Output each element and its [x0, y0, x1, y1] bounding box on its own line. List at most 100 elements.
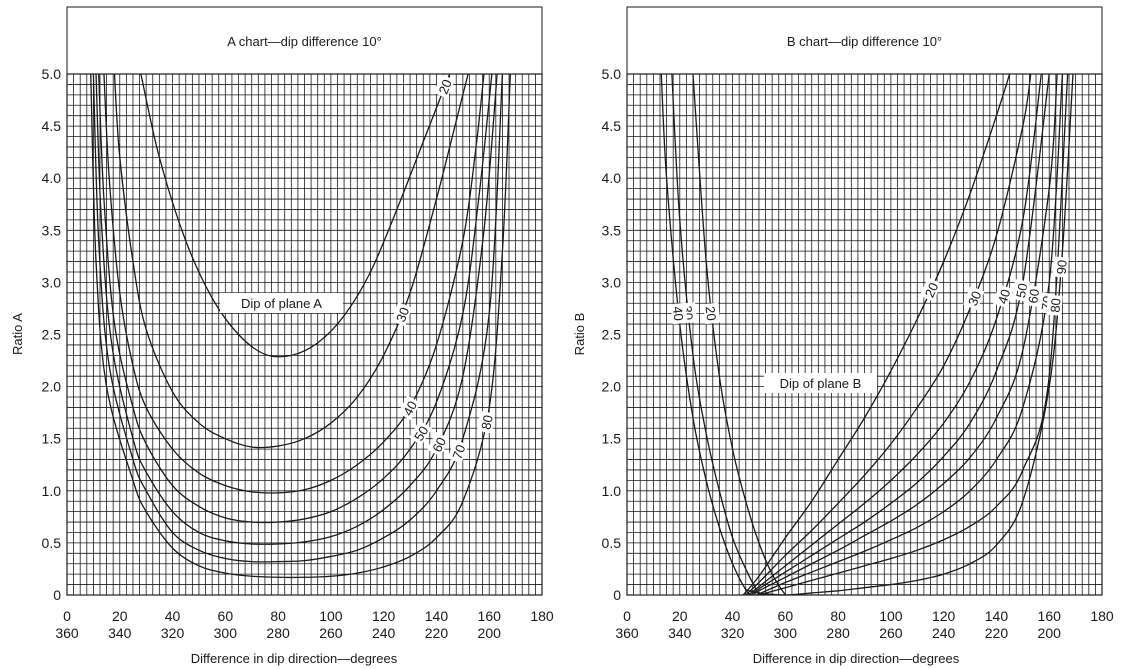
- chart-b-curve-label-30: 30: [963, 285, 985, 311]
- chart-a-annotation-box: [220, 293, 343, 313]
- chart-b-curve-dip-90: [745, 73, 1074, 596]
- chart-b-x-tick-label: 60: [778, 608, 794, 624]
- chart-b-curve-label-bg: [963, 285, 985, 311]
- chart-b-x-tick-label-secondary: 320: [721, 625, 745, 641]
- chart-b-curve-dip-50: [750, 73, 1050, 596]
- chart-a-y-tick-label: 3.0: [42, 274, 62, 290]
- chart-b-x-tick-label-secondary: 240: [932, 625, 956, 641]
- chart-b-x-tick-label-secondary: 220: [985, 625, 1009, 641]
- chart-b-curve-label-bg: [1046, 294, 1063, 316]
- chart-a-x-tick-label: 140: [425, 608, 449, 624]
- chart-a-x-axis-label: Difference in dip direction—degrees: [191, 651, 398, 666]
- chart-b-title: B chart—dip difference 10°: [787, 34, 942, 49]
- chart-a-x-tick-label: 40: [165, 608, 181, 624]
- chart-b-annotation-text: Dip of plane B: [780, 376, 862, 391]
- chart-a-curve-dip-80: [90, 73, 511, 579]
- chart-b-curve-label-80: 80: [1046, 294, 1064, 316]
- chart-a-x-tick-label-secondary: 320: [161, 625, 185, 641]
- chart-a-x-tick-label: 180: [530, 608, 554, 624]
- chart-a-curve-label-70: 70: [447, 439, 469, 464]
- chart-b-y-tick-label: 0: [613, 587, 621, 603]
- chart-b-curve-dip-40: [660, 73, 752, 596]
- chart-b-curve-label-40: 40: [670, 302, 688, 325]
- chart-a-y-tick-label: 4.0: [42, 170, 62, 186]
- chart-a-y-tick-label: 0.5: [42, 535, 62, 551]
- chart-a-annotation: Dip of plane A: [220, 293, 343, 313]
- chart-b-x-tick-label-secondary: 300: [774, 625, 798, 641]
- chart-a-x-tick-label: 80: [270, 608, 286, 624]
- chart-b-curve-dip-20: [742, 73, 1011, 596]
- chart-b-curve-label-bg: [703, 302, 721, 325]
- chart-a-x-tick-label-secondary: 220: [425, 625, 449, 641]
- chart-b-y-axis-label: Ratio B: [572, 313, 587, 356]
- chart-a-curve-dip-30: [113, 73, 469, 449]
- chart-b-y-tick-label: 3.5: [602, 222, 622, 238]
- chart-a-y-tick-label: 4.5: [42, 118, 62, 134]
- chart-a-curve-label-40: 40: [397, 395, 421, 421]
- chart-a-ticks: 00.51.01.52.02.53.03.54.04.55.0036020340…: [42, 66, 554, 641]
- chart-a-x-tick-label: 60: [218, 608, 234, 624]
- chart-b-curve-dip-80: [758, 73, 1069, 596]
- chart-a-x-tick-label: 100: [319, 608, 343, 624]
- chart-b-x-tick-label-secondary: 200: [1038, 625, 1062, 641]
- chart-a-x-tick-label-secondary: 200: [478, 625, 502, 641]
- chart-b-curve-label-text: 30: [965, 289, 984, 308]
- chart-a-y-tick-label: 3.5: [42, 222, 62, 238]
- chart-b-x-tick-label: 0: [623, 608, 631, 624]
- chart-b-y-tick-label: 0.5: [602, 535, 622, 551]
- chart-a-x-tick-label: 120: [372, 608, 396, 624]
- chart-a-x-tick-label-secondary: 240: [372, 625, 396, 641]
- chart-b-y-tick-label: 4.5: [602, 118, 622, 134]
- chart-a-y-tick-label: 1.5: [42, 431, 62, 447]
- chart-a-x-tick-label: 0: [63, 608, 71, 624]
- chart-a-x-tick-label: 20: [112, 608, 128, 624]
- chart-b-x-tick-label-secondary: 280: [826, 625, 850, 641]
- chart-a-curve-label-bg: [397, 395, 421, 421]
- chart-b-x-tick-label: 40: [725, 608, 741, 624]
- chart-b-curve-label-20: 20: [703, 302, 721, 325]
- chart-b-x-tick-label-secondary: 340: [668, 625, 692, 641]
- chart-b-x-tick-label: 180: [1090, 608, 1114, 624]
- chart-b-curve-dip-60: [753, 73, 1058, 596]
- chart-a-curve-dip-60: [95, 73, 498, 545]
- chart-b-curve-label-text: 80: [1048, 298, 1064, 313]
- chart-b-x-tick-label: 80: [830, 608, 846, 624]
- chart-b-curve-dip-40: [747, 73, 1042, 596]
- chart-a-x-tick-label-secondary: 260: [319, 625, 343, 641]
- chart-a-curve-dip-50: [98, 73, 493, 524]
- chart-a-curve-label-bg: [427, 431, 450, 457]
- chart-b-x-tick-label-secondary: 360: [615, 625, 639, 641]
- chart-b-curve-label-text: 40: [670, 306, 686, 322]
- chart-b-x-tick-label: 120: [932, 608, 956, 624]
- chart-b-curve-label-40: 40: [993, 284, 1013, 309]
- chart-a-annotation-text: Dip of plane A: [241, 296, 322, 311]
- chart-a-curve-label-text: 30: [393, 305, 412, 324]
- chart-b-x-tick-label: 160: [1038, 608, 1062, 624]
- chart-a-x-tick-label-secondary: 280: [266, 625, 290, 641]
- chart-a-x-tick-label-secondary: 300: [214, 625, 238, 641]
- chart-b-curve-label-text: 20: [922, 280, 942, 299]
- chart-b-curve-label-90: 90: [1052, 256, 1070, 278]
- chart-a-curve-label-80: 80: [476, 410, 496, 434]
- chart-a-curve-label-bg: [433, 74, 455, 99]
- chart-b-curve-label-60: 60: [1023, 284, 1042, 308]
- chart-a-curve-label-bg: [408, 420, 433, 446]
- chart-b-ticks: 00.51.01.52.02.53.03.54.04.55.0036020340…: [602, 66, 1114, 641]
- chart-a-y-tick-label: 5.0: [42, 66, 62, 82]
- chart-a-curve-label-bg: [476, 410, 496, 434]
- chart-b-x-tick-label-secondary: 260: [879, 625, 903, 641]
- chart-a-curves: [90, 73, 511, 579]
- chart-a-title: A chart—dip difference 10°: [227, 34, 382, 49]
- chart-b-x-tick-label: 100: [879, 608, 903, 624]
- chart-b-curve-label-bg: [1023, 284, 1042, 308]
- chart-b-y-tick-label: 1.0: [602, 483, 622, 499]
- chart-a-x-tick-label-secondary: 360: [55, 625, 79, 641]
- chart-b-curve-dip-70: [756, 73, 1064, 596]
- chart-b-curve-label-bg: [1052, 256, 1069, 278]
- chart-a-y-axis-label: Ratio A: [10, 313, 25, 355]
- chart-a-y-tick-label: 1.0: [42, 483, 62, 499]
